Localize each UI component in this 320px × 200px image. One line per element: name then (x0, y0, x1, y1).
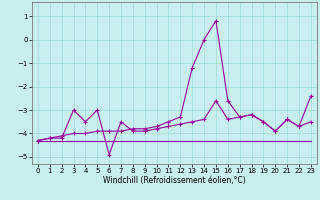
X-axis label: Windchill (Refroidissement éolien,°C): Windchill (Refroidissement éolien,°C) (103, 176, 246, 185)
